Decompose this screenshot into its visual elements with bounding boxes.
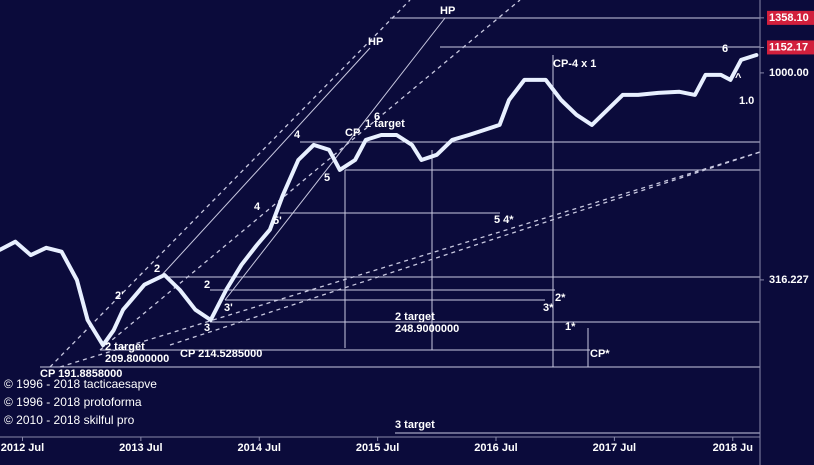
trend-line bbox=[99, 0, 521, 351]
annotation: 4 bbox=[294, 129, 301, 141]
x-tick-label: 2013 Jul bbox=[119, 442, 162, 454]
annotation: HP bbox=[368, 36, 383, 48]
level-lines bbox=[40, 17, 760, 434]
annotation: 2* bbox=[555, 292, 566, 304]
y-tick-box bbox=[767, 40, 814, 55]
y-tick-box bbox=[767, 10, 814, 25]
annotation: 209.8000000 bbox=[105, 353, 169, 365]
annotation: 3* bbox=[543, 302, 554, 314]
annotation: CP-4 x 1 bbox=[553, 58, 596, 70]
annotation: 5 4* bbox=[494, 214, 514, 226]
copyright-line: © 2010 - 2018 skilful pro bbox=[4, 413, 135, 427]
annotation: 1 target bbox=[365, 118, 405, 130]
price-line bbox=[0, 53, 759, 348]
trend-lines bbox=[49, 0, 761, 368]
copyright-line: © 1996 - 2018 protoforma bbox=[4, 395, 142, 409]
annotation: 5 bbox=[324, 172, 330, 184]
annotation: 3' bbox=[224, 302, 233, 314]
annotation: 1* bbox=[565, 321, 576, 333]
annotation: ^ bbox=[735, 72, 742, 84]
annotation: HP bbox=[440, 5, 455, 17]
x-tick-label: 2018 Ju bbox=[713, 442, 753, 454]
annotation: 5' bbox=[273, 215, 282, 227]
annotation: 248.9000000 bbox=[395, 323, 459, 335]
annotation: 2 target bbox=[395, 311, 435, 323]
annotation: CP 214.5285000 bbox=[180, 348, 262, 360]
copyright-line: © 1996 - 2018 tacticaesapve bbox=[4, 377, 157, 391]
annotation: CP bbox=[345, 127, 360, 139]
annotation: 3 target bbox=[395, 419, 435, 431]
annotation: 2 target bbox=[105, 341, 145, 353]
annotation: CP 191.8858000 bbox=[40, 368, 122, 380]
x-tick-label: 2017 Jul bbox=[593, 442, 636, 454]
annotation: 2' bbox=[115, 290, 124, 302]
annotation: 6 bbox=[374, 111, 380, 123]
y-tick-label: 1152.17 bbox=[769, 41, 808, 53]
annotation: CP* bbox=[590, 348, 610, 360]
trend-line bbox=[59, 151, 761, 368]
y-tick-label: 316.227 bbox=[769, 274, 809, 286]
annotation: 1.0 bbox=[739, 95, 754, 107]
annotation: 2 bbox=[154, 263, 160, 275]
trend-line bbox=[49, 0, 411, 368]
annotation: 2 bbox=[204, 279, 210, 291]
annotation: 3 bbox=[204, 322, 210, 334]
x-tick-label: 2015 Jul bbox=[356, 442, 399, 454]
y-tick-label: 1000.00 bbox=[769, 67, 809, 79]
y-tick-label: 1358.10 bbox=[769, 12, 809, 24]
x-tick-label: 2014 Jul bbox=[238, 442, 281, 454]
x-tick-label: 2016 Jul bbox=[474, 442, 517, 454]
annotation: 6 bbox=[722, 43, 728, 55]
x-tick-label: 2012 Jul bbox=[1, 442, 44, 454]
level-line bbox=[159, 47, 371, 278]
annotation: 4 bbox=[254, 201, 261, 213]
